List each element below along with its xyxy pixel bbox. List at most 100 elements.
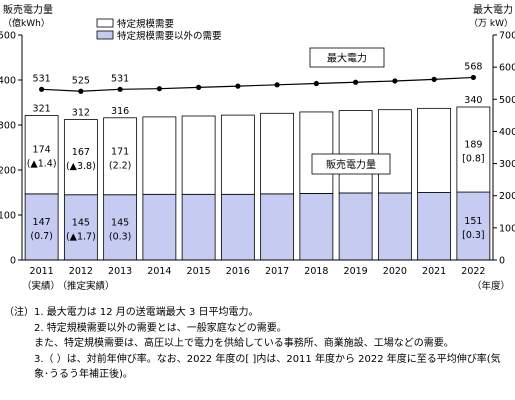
bar-other-demand xyxy=(456,191,491,261)
left-axis-tick-label: 0 xyxy=(10,256,16,267)
left-axis-tick-label: 300 xyxy=(0,121,16,132)
bar-other-demand xyxy=(260,193,295,261)
x-axis-tick-label: 2018 xyxy=(304,266,328,277)
right-axis-tick-label: 700 xyxy=(499,31,515,42)
peak-power-point xyxy=(431,76,437,82)
footnote-text: 1. 最大電力は 12 月の送電端最大 3 日平均電力。 xyxy=(34,307,259,318)
peak-value-label: 568 xyxy=(464,61,482,72)
total-value-label: 312 xyxy=(72,108,90,119)
bar-other-demand xyxy=(338,192,373,261)
x-axis-tick-label: 2017 xyxy=(265,266,289,277)
specific-demand-value-label: 171 xyxy=(111,146,129,157)
peak-power-point xyxy=(313,80,319,87)
bar-other-demand xyxy=(181,193,216,261)
peak-power-point xyxy=(392,78,398,84)
bar-specific-demand xyxy=(456,106,491,193)
peak-power-line xyxy=(41,76,474,92)
right-axis-tick-label: 100 xyxy=(499,223,515,234)
x-axis-tick-label: 2019 xyxy=(344,266,368,277)
specific-demand-value-label: 167 xyxy=(72,147,90,158)
data-label-layer: 531 321 174 (▲1.4) 147 (0.7) 525 312 167 (▲3.8) 14… xyxy=(27,61,485,242)
bar-specific-demand xyxy=(260,112,295,195)
legend-swatch-other-demand xyxy=(96,30,114,40)
specific-demand-value-label: 189 xyxy=(464,140,482,151)
other-demand-value-label: 147 xyxy=(33,217,51,228)
other-demand-rate-label: (▲1.7) xyxy=(66,231,96,242)
peak-value-label: 531 xyxy=(111,73,129,84)
bar-specific-demand xyxy=(142,116,177,195)
right-axis-tick-label: 500 xyxy=(499,95,515,106)
peak-power-point xyxy=(196,84,202,90)
x-axis-tick-label: 2014 xyxy=(147,266,171,277)
left-axis-unit: （億kWh） xyxy=(3,17,50,29)
total-value-label: 321 xyxy=(33,104,51,115)
bar-other-demand xyxy=(24,193,59,261)
bar-other-demand xyxy=(377,192,412,261)
sales-and-peak-demand-chart: 0 100 200 300 400 500 0 100 200 300 400 500 600 700 20… xyxy=(0,3,515,292)
bar-layer xyxy=(24,106,491,261)
footnote-3: 3.（ ）は、対前年伸び率。なお、2022 年度の[ ]内は、2011 年度から… xyxy=(4,352,512,383)
x-sublabel-estimated: （推定実績） xyxy=(57,280,114,292)
specific-demand-rate-label: [0.8] xyxy=(462,154,485,165)
specific-demand-rate-label: (▲3.8) xyxy=(66,161,96,172)
x-axis-tick-label: 2011 xyxy=(30,266,54,277)
x-axis-tick-label: 2020 xyxy=(383,266,407,277)
bar-specific-demand xyxy=(338,110,373,194)
footnote-head xyxy=(4,336,34,352)
right-axis-tick-label: 300 xyxy=(499,159,515,170)
x-sublabel-actual: （実績） xyxy=(22,280,60,292)
bar-other-demand xyxy=(220,193,255,261)
specific-demand-rate-label: (▲1.4) xyxy=(27,159,57,170)
callout-peak-power: 最大電力 xyxy=(309,47,385,68)
x-axis-tick-label: 2021 xyxy=(422,266,446,277)
total-value-label: 316 xyxy=(111,106,129,117)
right-axis-tick-label: 0 xyxy=(499,256,505,267)
peak-power-point xyxy=(274,82,280,88)
x-axis-tick-label: 2012 xyxy=(69,266,93,277)
footnote-2: 2. 特定規模需要以外の需要とは、一般家庭などの需要。 xyxy=(4,321,512,337)
legend-swatch-specific-demand xyxy=(96,18,114,28)
other-demand-rate-label: (0.3) xyxy=(109,231,132,242)
bar-specific-demand xyxy=(63,119,98,196)
footnote-head xyxy=(4,352,34,383)
peak-value-label: 525 xyxy=(72,75,90,86)
bar-specific-demand xyxy=(299,111,334,194)
other-demand-value-label: 145 xyxy=(72,217,90,228)
specific-demand-rate-label: (2.2) xyxy=(109,160,132,171)
left-axis-tick-label: 500 xyxy=(0,31,16,42)
bar-other-demand xyxy=(417,192,452,261)
bar-specific-demand xyxy=(417,107,452,193)
x-axis-tick-label: 2013 xyxy=(108,266,132,277)
other-demand-value-label: 145 xyxy=(111,217,129,228)
peak-power-point xyxy=(39,86,45,92)
peak-power-point xyxy=(235,83,241,89)
peak-power-point xyxy=(156,86,162,92)
footnote-2b: また、特定規模需要は、高圧以上で電力を供給している事務所、商業施設、工場などの需… xyxy=(4,336,512,352)
x-axis-tick-label: 2022 xyxy=(461,266,485,277)
bar-other-demand xyxy=(299,192,334,261)
peak-power-point xyxy=(117,86,123,92)
legend: 特定規模需要 特定規模需要以外の需要 xyxy=(96,18,222,42)
right-axis-tick-label: 400 xyxy=(499,127,515,138)
bar-other-demand xyxy=(142,193,177,261)
right-axis-tick-label: 600 xyxy=(499,63,515,74)
footnote-text: 2. 特定規模需要以外の需要とは、一般家庭などの需要。 xyxy=(34,322,287,334)
legend-label-other-demand: 特定規模需要以外の需要 xyxy=(117,30,222,42)
left-axis-tick-label: 100 xyxy=(0,211,16,222)
bar-specific-demand xyxy=(103,117,138,196)
x-axis-tick-label: 2016 xyxy=(226,266,250,277)
total-value-label: 340 xyxy=(464,95,482,106)
peak-power-point xyxy=(353,79,359,85)
left-axis-tick-label: 200 xyxy=(0,166,16,177)
bar-specific-demand xyxy=(24,115,59,195)
footnote-1: （注） 1. 最大電力は 12 月の送電端最大 3 日平均電力。 xyxy=(4,305,512,321)
specific-demand-value-label: 174 xyxy=(33,145,51,156)
other-demand-value-label: 151 xyxy=(464,216,482,227)
axes-layer: 0 100 200 300 400 500 0 100 200 300 400 500 600 700 20… xyxy=(0,31,515,278)
bar-specific-demand xyxy=(181,115,216,195)
peak-value-label: 531 xyxy=(33,73,51,84)
right-axis-tick-label: 200 xyxy=(499,191,515,202)
footnote-text: 3.（ ）は、対前年伸び率。なお、2022 年度の[ ]内は、2011 年度から… xyxy=(34,353,501,381)
bar-specific-demand xyxy=(220,114,255,195)
peak-power-point xyxy=(78,88,84,94)
